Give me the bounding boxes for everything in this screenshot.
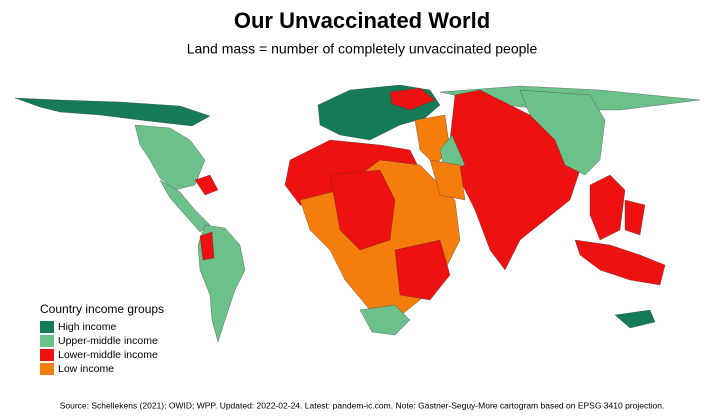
source: Source: Schellekens (2021); OWID; WPP. U… — [60, 400, 665, 410]
region — [199, 231, 215, 261]
region — [624, 199, 646, 236]
region — [134, 124, 206, 191]
legend-label: Low income — [58, 363, 114, 375]
legend-swatch — [40, 335, 54, 347]
legend-swatch — [40, 321, 54, 333]
subtitle: Land mass = number of completely unvacci… — [187, 41, 538, 57]
region — [389, 87, 436, 111]
legend-label: Upper-middle income — [58, 335, 158, 347]
legend-title: Country income groups — [40, 302, 164, 316]
region — [359, 304, 411, 336]
region — [519, 89, 606, 176]
region — [14, 97, 211, 127]
legend-label: Lower-middle income — [58, 349, 158, 361]
legend-label: High income — [58, 321, 117, 333]
region — [574, 239, 666, 286]
legend-swatch — [40, 363, 54, 375]
region — [429, 159, 466, 201]
cartogram — [14, 84, 701, 343]
region — [194, 174, 219, 196]
region — [394, 239, 451, 301]
region — [614, 309, 656, 329]
title: Our Unvaccinated World — [234, 8, 490, 33]
region — [589, 174, 626, 241]
legend-swatch — [40, 349, 54, 361]
legend: High income Upper-middle income Lower-midd… — [40, 321, 158, 375]
region — [329, 169, 396, 251]
